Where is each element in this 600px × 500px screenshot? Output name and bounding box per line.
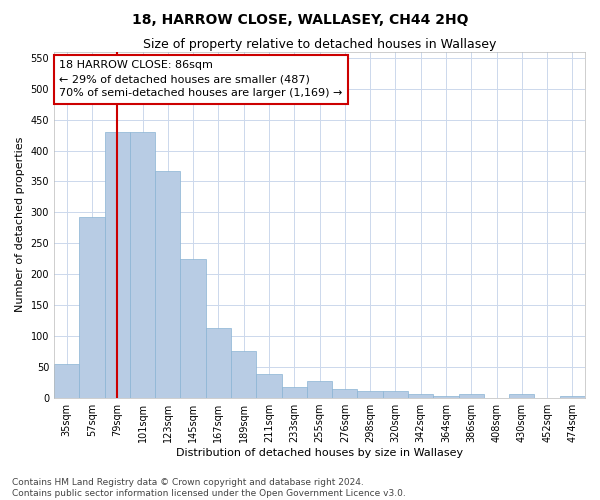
Text: Contains HM Land Registry data © Crown copyright and database right 2024.
Contai: Contains HM Land Registry data © Crown c… [12,478,406,498]
Bar [383,392,408,398]
Bar [130,132,155,398]
Text: 18 HARROW CLOSE: 86sqm
← 29% of detached houses are smaller (487)
70% of semi-de: 18 HARROW CLOSE: 86sqm ← 29% of detached… [59,60,343,98]
Bar [560,396,585,398]
Bar [181,258,206,398]
Bar [256,374,281,398]
Bar [358,392,383,398]
X-axis label: Distribution of detached houses by size in Wallasey: Distribution of detached houses by size … [176,448,463,458]
Bar [281,387,307,398]
Title: Size of property relative to detached houses in Wallasey: Size of property relative to detached ho… [143,38,496,51]
Bar [231,352,256,398]
Y-axis label: Number of detached properties: Number of detached properties [15,137,25,312]
Bar [206,328,231,398]
Bar [509,394,535,398]
Text: 18, HARROW CLOSE, WALLASEY, CH44 2HQ: 18, HARROW CLOSE, WALLASEY, CH44 2HQ [132,12,468,26]
Bar [54,364,79,398]
Bar [332,389,358,398]
Bar [79,216,104,398]
Bar [458,394,484,398]
Bar [104,132,130,398]
Bar [433,396,458,398]
Bar [155,171,181,398]
Bar [408,394,433,398]
Bar [307,381,332,398]
